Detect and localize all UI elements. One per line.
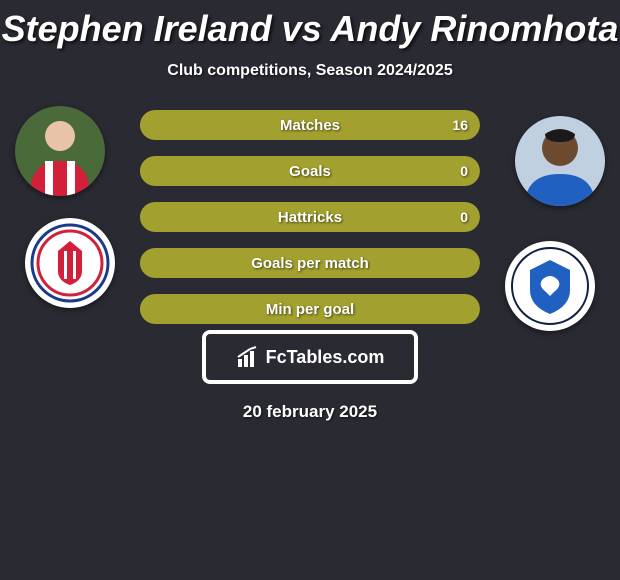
subtitle: Club competitions, Season 2024/2025: [0, 62, 620, 80]
stat-label: Goals per match: [140, 248, 480, 278]
stat-value-right: 16: [452, 110, 468, 140]
stat-value-right: 0: [460, 202, 468, 232]
stat-bar-goals: Goals0: [140, 156, 480, 186]
brand-text: FcTables.com: [266, 347, 385, 368]
date-text: 20 february 2025: [0, 402, 620, 422]
player-left-photo: [15, 106, 105, 196]
comparison-area: Matches16Goals0Hattricks0Goals per match…: [0, 106, 620, 326]
stat-label: Goals: [140, 156, 480, 186]
page-title: Stephen Ireland vs Andy Rinomhota: [0, 0, 620, 50]
stat-bar-min-per-goal: Min per goal: [140, 294, 480, 324]
stat-value-right: 0: [460, 156, 468, 186]
stat-label: Hattricks: [140, 202, 480, 232]
stat-bar-matches: Matches16: [140, 110, 480, 140]
club-left-logo: [25, 218, 115, 308]
stat-label: Matches: [140, 110, 480, 140]
stat-bar-hattricks: Hattricks0: [140, 202, 480, 232]
stat-bars: Matches16Goals0Hattricks0Goals per match…: [140, 110, 480, 340]
chart-icon: [236, 345, 260, 369]
club-right-logo: [505, 241, 595, 331]
stat-label: Min per goal: [140, 294, 480, 324]
stat-bar-goals-per-match: Goals per match: [140, 248, 480, 278]
player-right-photo: [515, 116, 605, 206]
